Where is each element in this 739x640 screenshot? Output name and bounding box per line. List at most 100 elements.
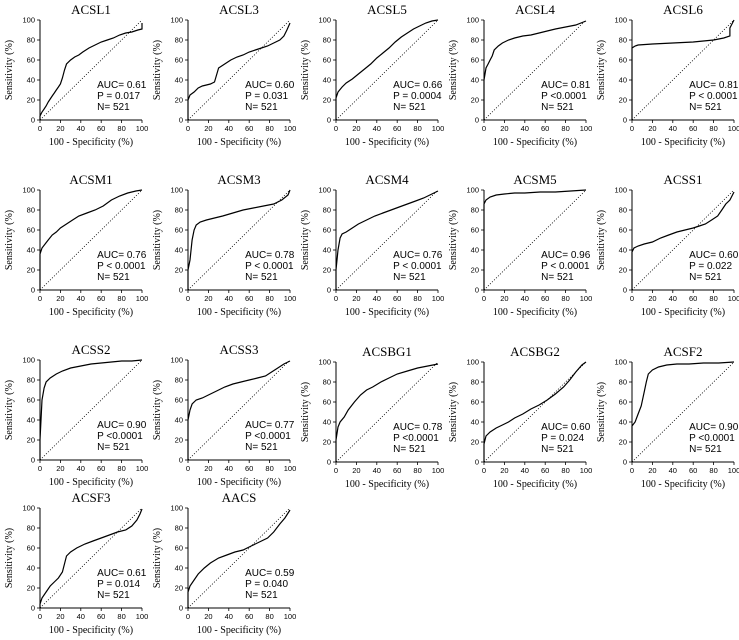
x-tick-label: 60 xyxy=(689,466,697,475)
y-axis-label: Sensitivity (%) xyxy=(152,528,163,588)
y-tick-label: 20 xyxy=(619,96,627,105)
x-tick-label: 40 xyxy=(669,294,677,303)
x-tick-label: 60 xyxy=(541,466,549,475)
y-tick-label: 100 xyxy=(22,356,35,365)
x-tick-label: 40 xyxy=(225,612,233,621)
y-tick-label: 80 xyxy=(323,206,331,215)
y-tick-label: 0 xyxy=(179,286,183,295)
x-tick-label: 60 xyxy=(245,464,253,473)
y-tick-label: 80 xyxy=(471,36,479,45)
x-tick-label: 20 xyxy=(352,124,360,133)
x-tick-label: 0 xyxy=(38,124,42,133)
y-axis-label: Sensitivity (%) xyxy=(448,382,459,442)
y-tick-label: 40 xyxy=(175,76,183,85)
roc-panel-acsm3: ACSM3 0 20 40 60 80 100 0 20 40 60 80 100 100 - Speci… xyxy=(148,170,296,322)
x-tick-label: 20 xyxy=(56,124,64,133)
y-tick-label: 60 xyxy=(175,544,183,553)
y-tick-label: 0 xyxy=(327,286,331,295)
stat-n: N= 521 xyxy=(541,444,574,455)
roc-curve-line xyxy=(483,189,587,290)
stat-auc: AUC= 0.60 xyxy=(245,80,295,91)
x-tick-label: 60 xyxy=(393,466,401,475)
y-tick-label: 20 xyxy=(619,438,627,447)
y-tick-label: 100 xyxy=(614,186,627,195)
x-tick-label: 60 xyxy=(393,294,401,303)
x-axis-label: 100 - Specificity (%) xyxy=(493,307,577,318)
x-tick-label: 20 xyxy=(648,124,656,133)
stat-n: N= 521 xyxy=(97,272,130,283)
roc-panel-acsbg2: ACSBG2 0 20 40 60 80 100 0 20 40 60 80 100 100 - Spec… xyxy=(444,342,592,494)
x-tick-label: 80 xyxy=(265,464,273,473)
roc-curve-line xyxy=(483,361,587,462)
x-tick-label: 0 xyxy=(186,464,190,473)
x-tick-label: 100 xyxy=(432,466,445,475)
x-tick-label: 60 xyxy=(245,124,253,133)
y-tick-label: 40 xyxy=(27,76,35,85)
x-tick-label: 40 xyxy=(373,124,381,133)
roc-curve-line xyxy=(483,20,587,120)
y-tick-label: 20 xyxy=(27,436,35,445)
roc-curve-line xyxy=(39,359,143,460)
stat-p: P <0.0001 xyxy=(689,433,735,444)
y-axis-label: Sensitivity (%) xyxy=(152,210,163,270)
x-tick-label: 40 xyxy=(373,294,381,303)
x-tick-label: 80 xyxy=(117,294,125,303)
stat-p: P < 0.0001 xyxy=(541,261,590,272)
chart-title: AACS xyxy=(222,490,257,505)
x-axis-label: 100 - Specificity (%) xyxy=(345,307,429,318)
x-tick-label: 80 xyxy=(561,294,569,303)
chart-title: ACSM5 xyxy=(513,172,556,187)
roc-curve-line xyxy=(39,508,143,608)
stat-auc: AUC= 0.81 xyxy=(541,80,591,91)
x-tick-label: 20 xyxy=(56,612,64,621)
y-tick-label: 80 xyxy=(175,524,183,533)
x-axis-label: 100 - Specificity (%) xyxy=(49,477,133,488)
y-tick-label: 80 xyxy=(471,206,479,215)
x-tick-label: 0 xyxy=(482,294,486,303)
x-tick-label: 60 xyxy=(245,294,253,303)
stat-auc: AUC= 0.90 xyxy=(689,422,739,433)
y-tick-label: 40 xyxy=(471,76,479,85)
x-tick-label: 60 xyxy=(393,124,401,133)
stat-n: N= 521 xyxy=(245,442,278,453)
x-tick-label: 40 xyxy=(225,464,233,473)
x-tick-label: 80 xyxy=(709,124,717,133)
y-tick-label: 20 xyxy=(323,438,331,447)
y-tick-label: 80 xyxy=(27,36,35,45)
x-tick-label: 20 xyxy=(648,466,656,475)
stat-n: N= 521 xyxy=(541,102,574,113)
x-tick-label: 60 xyxy=(689,294,697,303)
x-tick-label: 0 xyxy=(630,124,634,133)
chart-title: ACSL5 xyxy=(367,2,407,17)
x-tick-label: 80 xyxy=(413,466,421,475)
x-tick-label: 40 xyxy=(77,612,85,621)
y-tick-label: 20 xyxy=(471,438,479,447)
y-tick-label: 80 xyxy=(27,524,35,533)
stat-auc: AUC= 0.76 xyxy=(393,250,443,261)
roc-panel-aacs: AACS 0 20 40 60 80 100 0 20 40 60 80 100 100 - Specif… xyxy=(148,488,296,640)
x-axis-label: 100 - Specificity (%) xyxy=(49,625,133,636)
y-tick-label: 0 xyxy=(475,458,479,467)
y-tick-label: 0 xyxy=(623,116,627,125)
y-tick-label: 0 xyxy=(31,456,35,465)
y-tick-label: 80 xyxy=(27,376,35,385)
roc-panel-acsm4: ACSM4 0 20 40 60 80 100 0 20 40 60 80 100 100 - Speci… xyxy=(296,170,444,322)
x-tick-label: 100 xyxy=(580,124,593,133)
x-tick-label: 40 xyxy=(521,294,529,303)
stat-n: N= 521 xyxy=(97,590,130,601)
x-tick-label: 100 xyxy=(136,464,149,473)
x-tick-label: 20 xyxy=(500,124,508,133)
chart-title: ACSM1 xyxy=(69,172,112,187)
y-tick-label: 40 xyxy=(323,246,331,255)
x-tick-label: 80 xyxy=(561,124,569,133)
x-tick-label: 60 xyxy=(97,464,105,473)
x-tick-label: 20 xyxy=(648,294,656,303)
x-tick-label: 20 xyxy=(204,612,212,621)
